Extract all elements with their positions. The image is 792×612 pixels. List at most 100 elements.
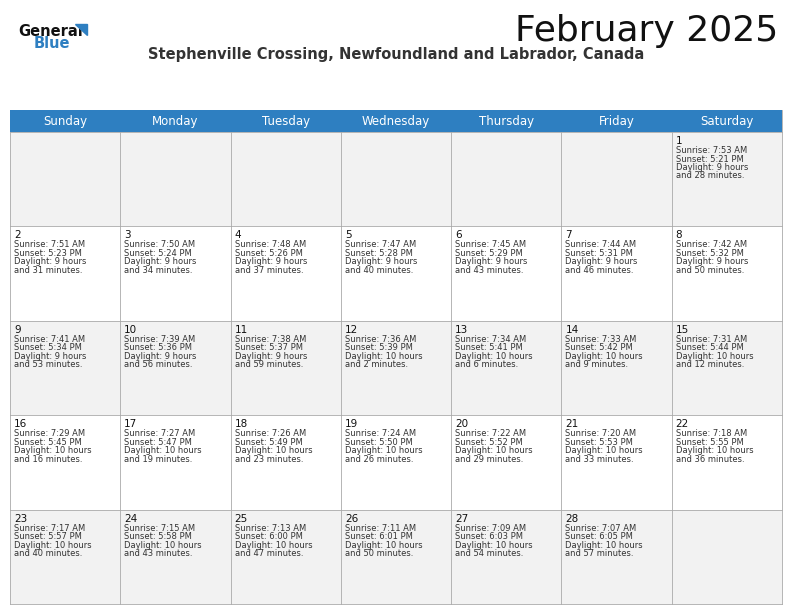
Text: and 2 minutes.: and 2 minutes. [345,360,408,369]
Text: Sunset: 5:45 PM: Sunset: 5:45 PM [14,438,82,447]
Text: Sunrise: 7:39 AM: Sunrise: 7:39 AM [124,335,196,344]
Text: Sunrise: 7:26 AM: Sunrise: 7:26 AM [234,429,306,438]
Text: 21: 21 [565,419,579,429]
Text: and 43 minutes.: and 43 minutes. [455,266,524,275]
Text: Daylight: 9 hours: Daylight: 9 hours [455,258,527,266]
Text: Sunset: 5:37 PM: Sunset: 5:37 PM [234,343,303,353]
Text: 6: 6 [455,230,462,241]
Text: and 37 minutes.: and 37 minutes. [234,266,303,275]
Text: Daylight: 9 hours: Daylight: 9 hours [676,258,748,266]
Text: Sunset: 5:23 PM: Sunset: 5:23 PM [14,249,82,258]
Text: Sunrise: 7:45 AM: Sunrise: 7:45 AM [455,241,526,250]
Text: Saturday: Saturday [700,114,753,127]
Text: Sunset: 5:26 PM: Sunset: 5:26 PM [234,249,303,258]
Polygon shape [75,24,87,35]
Text: Sunset: 5:53 PM: Sunset: 5:53 PM [565,438,634,447]
Text: and 59 minutes.: and 59 minutes. [234,360,303,369]
Text: 26: 26 [345,513,358,524]
Text: Daylight: 9 hours: Daylight: 9 hours [234,352,307,361]
Text: and 50 minutes.: and 50 minutes. [345,549,413,558]
Text: Sunrise: 7:09 AM: Sunrise: 7:09 AM [455,524,526,532]
Bar [10,132,782,226]
Text: and 40 minutes.: and 40 minutes. [345,266,413,275]
Text: 10: 10 [124,325,137,335]
Text: Sunrise: 7:07 AM: Sunrise: 7:07 AM [565,524,637,532]
Text: Friday: Friday [599,114,634,127]
Text: Sunset: 5:41 PM: Sunset: 5:41 PM [455,343,523,353]
Text: Sunset: 5:29 PM: Sunset: 5:29 PM [455,249,523,258]
Text: 28: 28 [565,513,579,524]
Text: Daylight: 9 hours: Daylight: 9 hours [124,352,196,361]
Text: Sunrise: 7:33 AM: Sunrise: 7:33 AM [565,335,637,344]
Text: Daylight: 10 hours: Daylight: 10 hours [124,540,202,550]
Text: Sunset: 5:42 PM: Sunset: 5:42 PM [565,343,633,353]
Text: 18: 18 [234,419,248,429]
Text: 11: 11 [234,325,248,335]
Text: Sunrise: 7:51 AM: Sunrise: 7:51 AM [14,241,85,250]
Text: Daylight: 9 hours: Daylight: 9 hours [124,258,196,266]
Text: and 26 minutes.: and 26 minutes. [345,455,413,464]
Text: Sunrise: 7:11 AM: Sunrise: 7:11 AM [345,524,416,532]
Text: Sunrise: 7:18 AM: Sunrise: 7:18 AM [676,429,747,438]
Text: Daylight: 10 hours: Daylight: 10 hours [345,446,422,455]
Text: Daylight: 10 hours: Daylight: 10 hours [676,446,753,455]
Text: Daylight: 10 hours: Daylight: 10 hours [234,540,312,550]
Text: and 16 minutes.: and 16 minutes. [14,455,82,464]
Text: Sunrise: 7:47 AM: Sunrise: 7:47 AM [345,241,416,250]
Text: Sunset: 5:50 PM: Sunset: 5:50 PM [345,438,413,447]
Bar [10,110,782,132]
Text: Sunrise: 7:15 AM: Sunrise: 7:15 AM [124,524,196,532]
Text: 8: 8 [676,230,683,241]
Text: Daylight: 10 hours: Daylight: 10 hours [234,446,312,455]
Text: Daylight: 9 hours: Daylight: 9 hours [676,163,748,172]
Text: Daylight: 10 hours: Daylight: 10 hours [565,540,643,550]
Text: Sunday: Sunday [43,114,87,127]
Text: Daylight: 10 hours: Daylight: 10 hours [565,446,643,455]
Text: and 33 minutes.: and 33 minutes. [565,455,634,464]
Text: and 54 minutes.: and 54 minutes. [455,549,524,558]
Text: Daylight: 10 hours: Daylight: 10 hours [455,352,533,361]
Text: Sunset: 5:28 PM: Sunset: 5:28 PM [345,249,413,258]
Text: Sunrise: 7:17 AM: Sunrise: 7:17 AM [14,524,86,532]
Text: 9: 9 [14,325,21,335]
Text: General: General [18,24,82,39]
Bar [10,226,782,321]
Text: Sunrise: 7:13 AM: Sunrise: 7:13 AM [234,524,306,532]
Text: 23: 23 [14,513,27,524]
Text: Sunset: 5:34 PM: Sunset: 5:34 PM [14,343,82,353]
Text: Sunrise: 7:38 AM: Sunrise: 7:38 AM [234,335,306,344]
Text: Wednesday: Wednesday [362,114,430,127]
Text: Tuesday: Tuesday [261,114,310,127]
Text: Sunset: 6:03 PM: Sunset: 6:03 PM [455,532,524,541]
Text: Daylight: 10 hours: Daylight: 10 hours [455,540,533,550]
Text: and 47 minutes.: and 47 minutes. [234,549,303,558]
Bar [10,415,782,510]
Text: and 46 minutes.: and 46 minutes. [565,266,634,275]
Text: 7: 7 [565,230,572,241]
Text: and 28 minutes.: and 28 minutes. [676,171,744,181]
Text: Sunrise: 7:27 AM: Sunrise: 7:27 AM [124,429,196,438]
Text: Blue: Blue [34,36,70,51]
Text: 25: 25 [234,513,248,524]
Text: Daylight: 10 hours: Daylight: 10 hours [565,352,643,361]
Text: Sunset: 5:55 PM: Sunset: 5:55 PM [676,438,744,447]
Text: Daylight: 10 hours: Daylight: 10 hours [14,446,92,455]
Text: Sunrise: 7:29 AM: Sunrise: 7:29 AM [14,429,85,438]
Text: and 23 minutes.: and 23 minutes. [234,455,303,464]
Bar [10,321,782,415]
Text: Sunrise: 7:50 AM: Sunrise: 7:50 AM [124,241,196,250]
Text: Sunrise: 7:20 AM: Sunrise: 7:20 AM [565,429,637,438]
Text: 24: 24 [124,513,138,524]
Text: Sunrise: 7:22 AM: Sunrise: 7:22 AM [455,429,526,438]
Text: Sunset: 6:05 PM: Sunset: 6:05 PM [565,532,634,541]
Text: Sunrise: 7:42 AM: Sunrise: 7:42 AM [676,241,747,250]
Text: Sunset: 5:32 PM: Sunset: 5:32 PM [676,249,744,258]
Text: and 57 minutes.: and 57 minutes. [565,549,634,558]
Text: and 12 minutes.: and 12 minutes. [676,360,744,369]
Text: Sunrise: 7:44 AM: Sunrise: 7:44 AM [565,241,637,250]
Text: Sunset: 5:57 PM: Sunset: 5:57 PM [14,532,82,541]
Text: Daylight: 10 hours: Daylight: 10 hours [345,540,422,550]
Text: Daylight: 10 hours: Daylight: 10 hours [676,352,753,361]
Text: Sunset: 5:36 PM: Sunset: 5:36 PM [124,343,192,353]
Text: Daylight: 10 hours: Daylight: 10 hours [345,352,422,361]
